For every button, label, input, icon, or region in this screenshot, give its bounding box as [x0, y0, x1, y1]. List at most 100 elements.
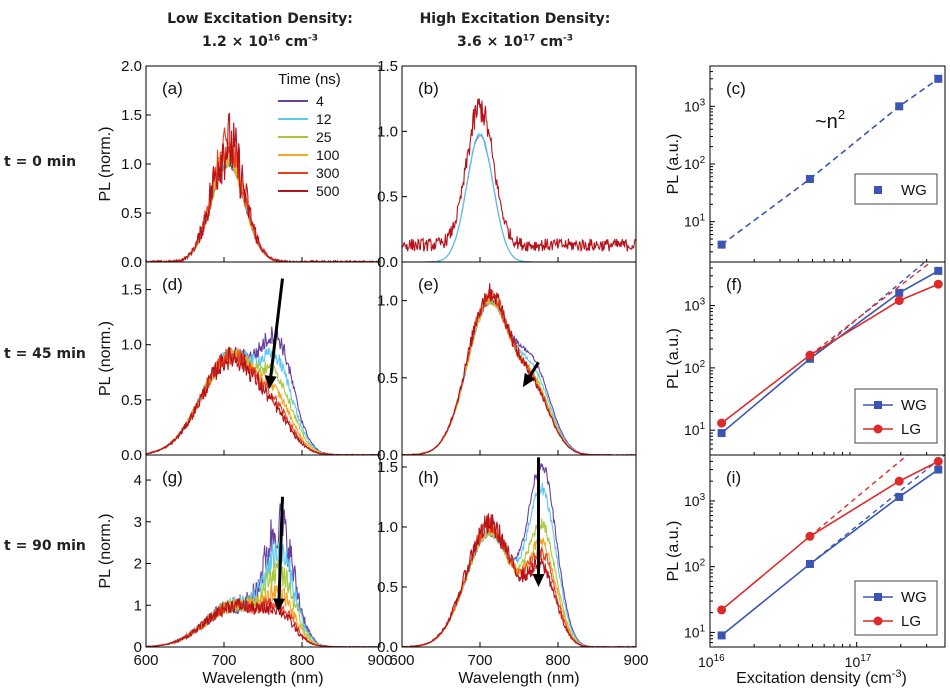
xtick-label-h: 700 — [467, 652, 492, 669]
ytick-label-c: 103 — [684, 97, 706, 114]
row-label-t45: t = 45 min — [4, 346, 86, 362]
ytick-label-g: 1 — [134, 597, 142, 614]
xtick-label-g: 800 — [289, 652, 314, 669]
ytick-label-b: 1.0 — [377, 123, 398, 140]
legend-label-c-WG: WG — [901, 182, 927, 199]
low-density-header: Low Excitation Density: 1.2 × 1016 cm-3 — [145, 10, 375, 52]
ytick-label-b: 1.5 — [377, 58, 398, 75]
series-line-h-300ns — [402, 517, 636, 647]
legend-label-f-WG: WG — [901, 397, 927, 414]
ytick-label-a: 0.5 — [121, 205, 142, 222]
legend-box-f — [854, 388, 938, 444]
ytick-label-a: 1.0 — [121, 156, 142, 173]
series-line-i-WG — [721, 468, 939, 637]
trend-arrowhead-h — [532, 574, 545, 587]
low-density-value: 1.2 × 1016 cm-3 — [201, 33, 319, 50]
ytick-label-i: 101 — [684, 623, 706, 640]
high-density-value: 3.6 × 1017 cm-3 — [456, 33, 574, 50]
data-point-i-LG-2 — [894, 476, 904, 486]
ytick-label-d: 0.0 — [121, 447, 142, 464]
series-line-i-LG — [721, 460, 939, 611]
ytick-label-h: 0.0 — [377, 639, 398, 656]
ytick-label-g: 2 — [134, 556, 142, 573]
ytick-label-a: 0.0 — [121, 254, 142, 271]
legend-box-i — [854, 580, 938, 636]
data-point-i-WG-0 — [717, 631, 726, 640]
ytick-label-h: 1.5 — [377, 459, 398, 476]
series-line-h-500ns — [402, 513, 636, 647]
panel-label-b: (b) — [418, 79, 439, 98]
high-density-header: High Excitation Density: 3.6 × 1017 cm-3 — [400, 10, 630, 52]
row-label-t0: t = 0 min — [4, 154, 77, 170]
legend-title: Time (ns) — [278, 71, 341, 88]
series-line-h-100ns — [402, 524, 636, 647]
trend-arrow-d — [268, 278, 284, 382]
ylabel-a: PL (norm.) — [97, 127, 114, 202]
ytick-label-e: 0.0 — [377, 447, 398, 464]
panel-c: ~n2 (c) 101 102 103 PL (a.u.) WG — [665, 65, 946, 263]
series-line-a-500ns — [146, 112, 380, 262]
legend-label-f-LG: LG — [901, 421, 921, 438]
ytick-label-g: 0 — [134, 639, 142, 656]
series-line-e-25ns — [402, 297, 636, 455]
ylabel-d: PL (norm.) — [97, 321, 114, 396]
series-line-e-500ns — [402, 283, 636, 455]
ytick-label-c: 102 — [684, 155, 706, 172]
data-point-c-WG-1 — [805, 174, 814, 183]
panel-g: (g) 0 1 2 3 4 600 700 800 900 PL (norm.) Wavelength… — [97, 454, 393, 687]
panel-h: (h) 0.0 0.5 1.0 1.5 600 700 800 900 Wavelength (n… — [377, 454, 649, 687]
legend-label-100: 100 — [316, 147, 340, 163]
data-point-f-LG-0 — [717, 418, 727, 428]
legend-marker-c-WG — [874, 186, 882, 194]
series-line-a-100ns — [146, 141, 380, 262]
legend-marker-i-LG — [873, 616, 883, 626]
panel-label-g: (g) — [162, 468, 183, 487]
panel-label-a: (a) — [162, 79, 183, 98]
ytick-label-i: 102 — [684, 558, 706, 575]
panel-label-d: (d) — [162, 275, 183, 294]
xtick-label-g: 900 — [367, 652, 392, 669]
data-point-f-LG-2 — [894, 296, 904, 306]
series-line-h-4ns — [402, 463, 636, 647]
ytick-label-e: 1.0 — [377, 293, 398, 310]
series-line-e-4ns — [402, 298, 636, 455]
extrapolation-f-LG — [809, 262, 933, 356]
ytick-label-f: 102 — [684, 359, 706, 376]
panel-label-i: (i) — [726, 468, 741, 487]
series-line-a-12ns — [146, 158, 380, 262]
axes-frame-g — [145, 454, 381, 648]
legend-label-300: 300 — [316, 165, 340, 181]
series-line-a-25ns — [146, 154, 380, 262]
panel-label-h: (h) — [418, 468, 439, 487]
data-point-f-LG-3 — [933, 279, 943, 289]
ylabel-f: PL (a.u.) — [665, 328, 682, 389]
ytick-label-e: 0.5 — [377, 370, 398, 387]
series-line-f-WG — [721, 270, 939, 434]
xtick-label-g: 700 — [211, 652, 236, 669]
low-density-title: Low Excitation Density: — [167, 11, 353, 27]
legend-marker-f-WG — [874, 401, 882, 409]
ytick-label-a: 2.0 — [121, 58, 142, 75]
series-line-e-100ns — [402, 293, 636, 455]
legend-label-i-LG: LG — [901, 613, 921, 630]
panel-a: (a) 0.0 0.5 1.0 1.5 2.0 PL (norm.) Time (ns) 4 12… — [97, 58, 381, 271]
data-point-i-WG-2 — [895, 492, 904, 501]
ytick-label-f: 101 — [684, 421, 706, 438]
ytick-label-i: 103 — [684, 492, 706, 509]
series-line-a-300ns — [146, 127, 380, 262]
series-line-e-300ns — [402, 289, 636, 455]
xlabel-h: Wavelength (nm) — [458, 670, 579, 687]
ytick-label-h: 1.0 — [377, 519, 398, 536]
series-line-c-WG — [721, 78, 939, 246]
panel-i: (i) 101 102 103 1016 1017 PL (a.u.) Excitation … — [665, 454, 946, 687]
data-point-c-WG-3 — [934, 74, 943, 83]
trend-arrowhead-e — [522, 372, 535, 388]
panel-label-f: (f) — [726, 275, 742, 294]
panel-b: (b) 0.0 0.5 1.0 1.5 — [377, 58, 637, 271]
trend-arrowhead-d — [264, 375, 277, 389]
ylabel-i: PL (a.u.) — [665, 521, 682, 582]
xlabel-g: Wavelength (nm) — [202, 670, 323, 687]
legend-box-c — [854, 173, 938, 205]
annotation-n-squared: ~n2 — [815, 107, 845, 133]
